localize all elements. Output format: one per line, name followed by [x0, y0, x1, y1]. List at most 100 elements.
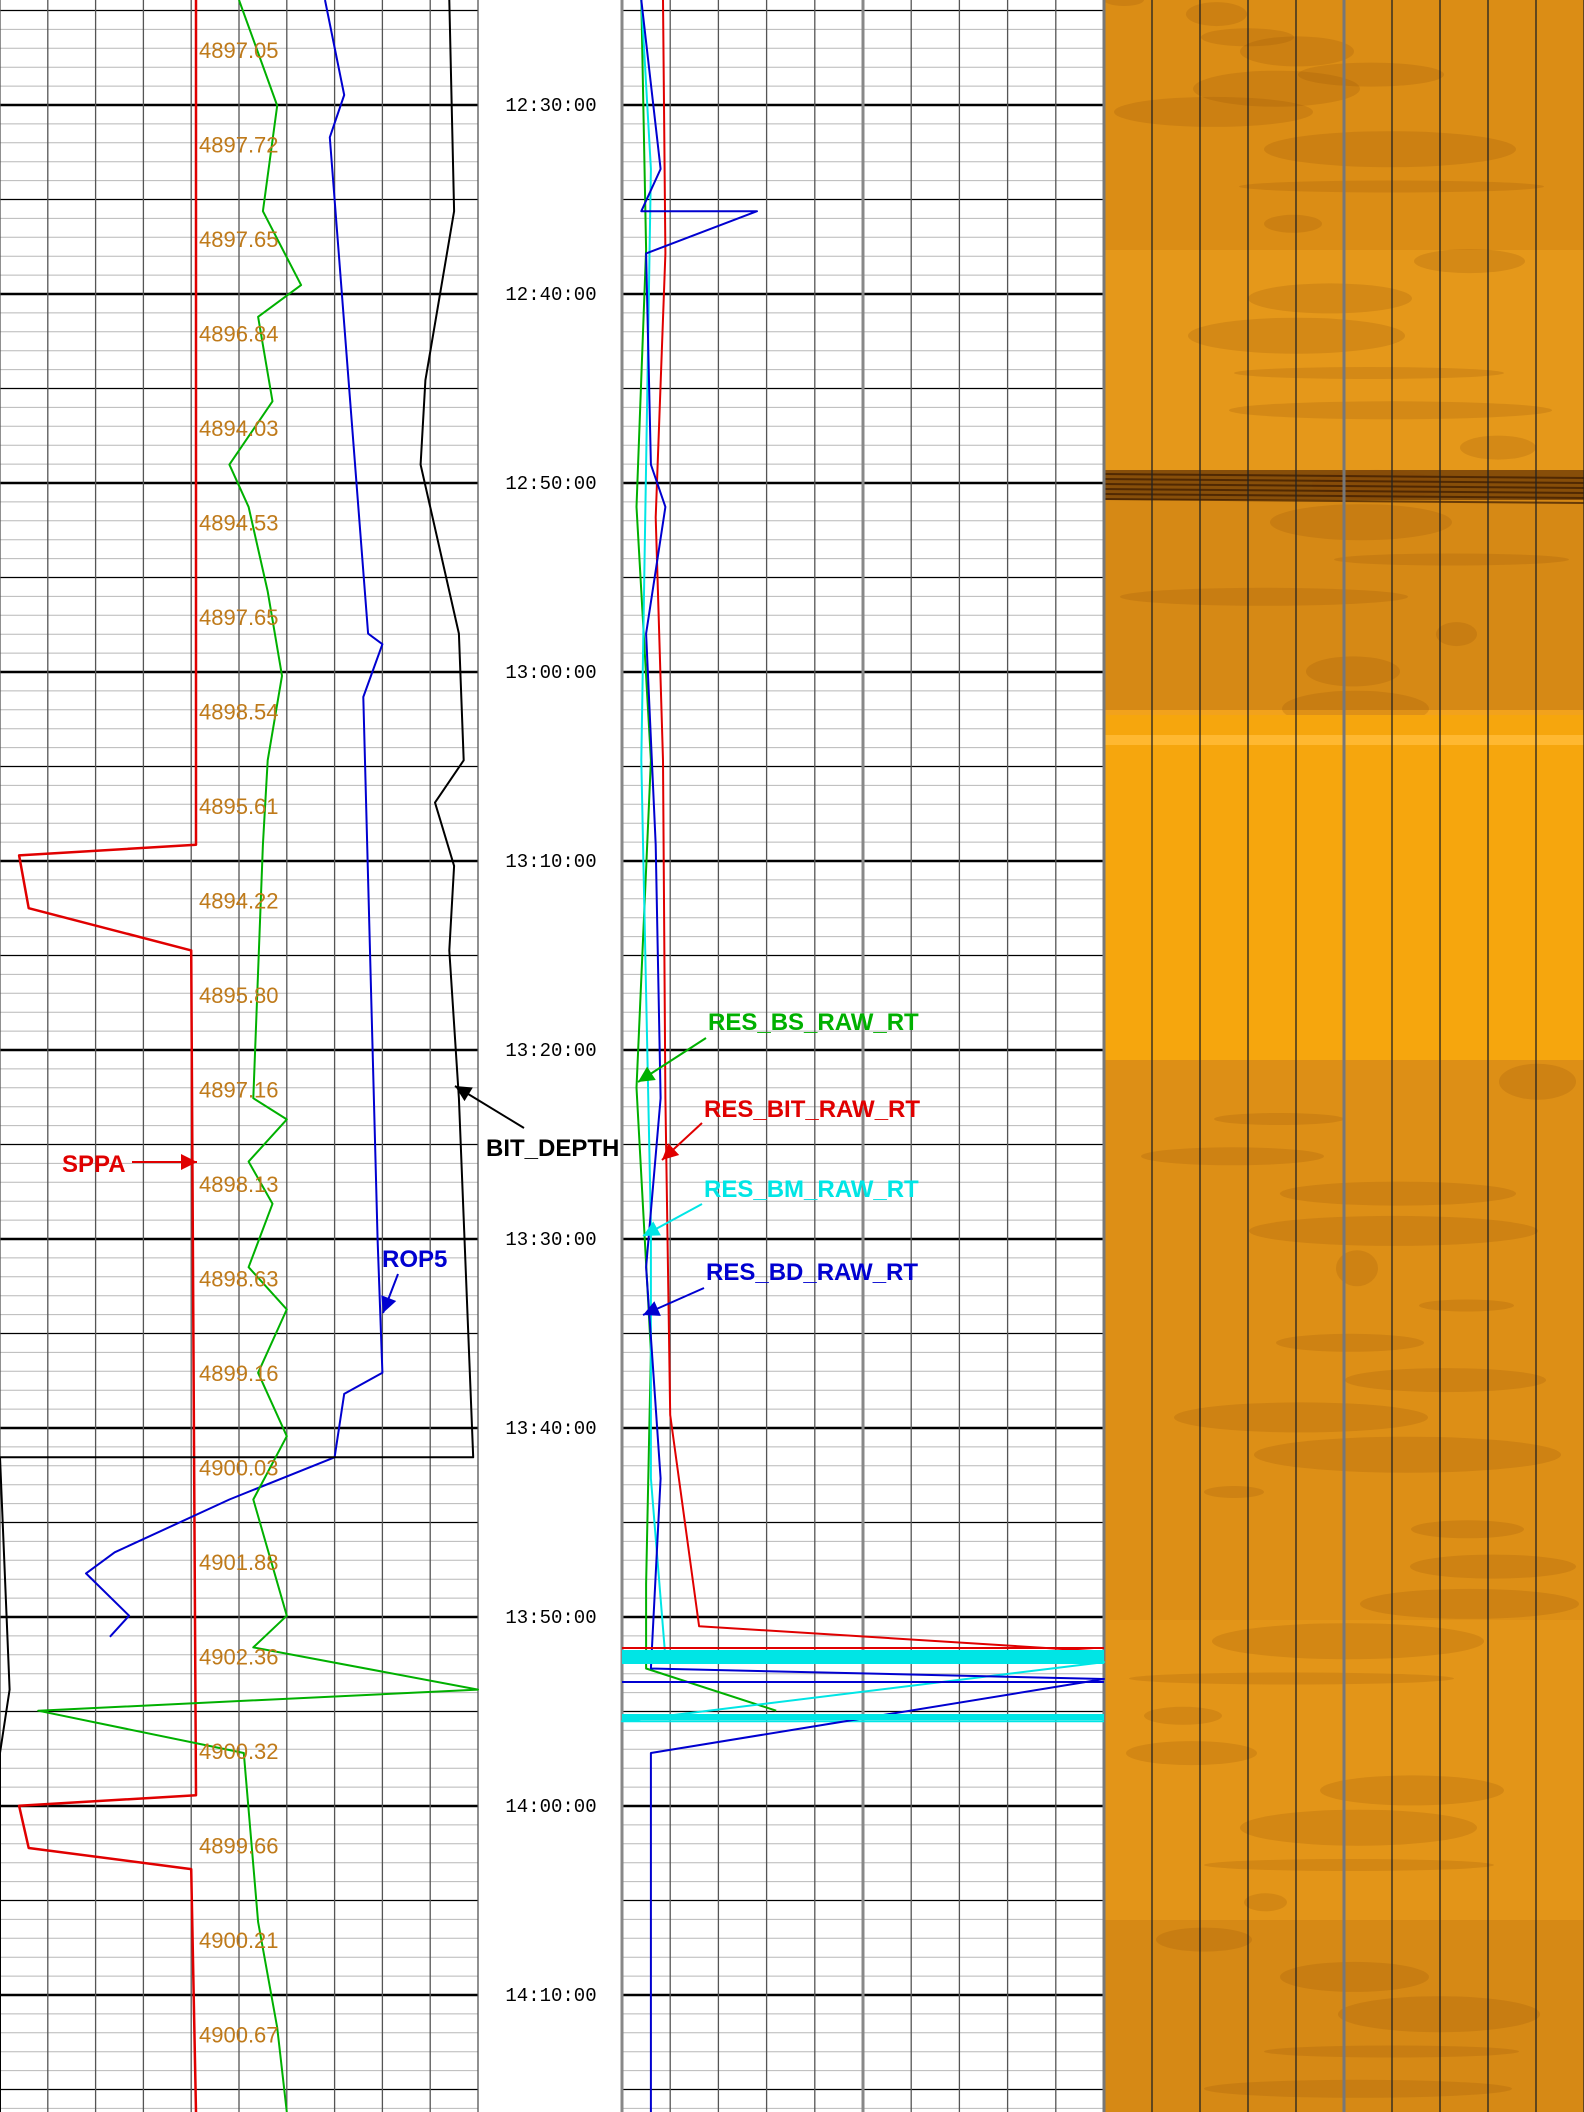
label-res-bm: RES_BM_RAW_RT — [704, 1176, 919, 1203]
image-texture — [1120, 587, 1408, 606]
image-texture — [1306, 656, 1400, 687]
curve-rop5 — [85, 0, 384, 1638]
depth-label: 4897.16 — [199, 1078, 279, 1103]
label-rop5: ROP5 — [382, 1246, 447, 1273]
arrow-head — [181, 1154, 197, 1170]
image-texture — [1204, 1859, 1494, 1871]
image-texture — [1104, 0, 1144, 6]
curve-res-bit-raw-rt — [654, 0, 1105, 1653]
image-texture — [1270, 504, 1452, 541]
image-texture — [1264, 131, 1516, 168]
res-bm-band — [622, 1714, 1104, 1720]
depth-label: 4894.03 — [199, 416, 279, 441]
depth-label: 4897.65 — [199, 227, 279, 252]
image-texture — [1240, 1809, 1477, 1846]
depth-label: 4896.84 — [199, 322, 279, 347]
res-bm-band — [622, 1650, 1104, 1664]
image-texture — [1280, 1961, 1429, 1992]
depth-label: 4901.88 — [199, 1550, 279, 1575]
arrow-head — [643, 1221, 661, 1236]
time-label: 13:50:00 — [505, 1607, 596, 1629]
image-texture — [1129, 1672, 1454, 1685]
image-texture — [1214, 1113, 1344, 1125]
image-texture — [1419, 1299, 1514, 1312]
label-arrows — [132, 1037, 707, 1316]
depth-label: 4894.53 — [199, 511, 279, 536]
image-texture — [1410, 1554, 1576, 1579]
track-grids — [0, 0, 1105, 2112]
curve-green-trace — [37, 0, 479, 2112]
time-label: 13:30:00 — [505, 1229, 596, 1251]
time-axis: 12:30:00 12:40:00 12:50:00 13:00:00 13:10:00… — [505, 95, 596, 2007]
arrow-head — [638, 1066, 656, 1082]
image-texture — [1338, 1996, 1540, 2033]
image-texture — [1174, 1402, 1428, 1433]
image-texture — [1334, 553, 1569, 566]
time-label: 13:20:00 — [505, 1040, 596, 1062]
image-texture — [1436, 622, 1477, 647]
label-sppa: SPPA — [62, 1151, 126, 1178]
label-res-bd: RES_BD_RAW_RT — [706, 1259, 918, 1286]
image-texture — [1254, 1436, 1561, 1473]
time-label: 12:40:00 — [505, 284, 596, 306]
image-texture — [1460, 435, 1536, 460]
image-texture — [1298, 62, 1444, 87]
image-texture — [1229, 401, 1552, 420]
depth-label: 4900.32 — [199, 1739, 279, 1764]
image-texture — [1499, 1063, 1576, 1100]
arrow-head — [381, 1295, 397, 1313]
image-texture — [1204, 2079, 1512, 2098]
image-texture — [1345, 1368, 1546, 1393]
image-texture — [1126, 1741, 1257, 1766]
image-texture — [1193, 70, 1360, 107]
image-texture — [1234, 367, 1504, 379]
image-texture — [1204, 1486, 1264, 1498]
image-texture — [1264, 214, 1322, 233]
curve-labels: SPPA ROP5 BIT_DEPTH RES_BS_RAW_RT RES_BI… — [62, 1009, 920, 1286]
depth-label: 4895.80 — [199, 983, 279, 1008]
depth-label: 4894.22 — [199, 889, 279, 914]
image-track-bands — [1102, 0, 1584, 2112]
arrow-head — [643, 1301, 661, 1316]
depth-label: 4900.67 — [199, 2023, 279, 2048]
depth-label: 4900.21 — [199, 1928, 279, 1953]
image-texture — [1114, 96, 1313, 127]
depth-label: 4895.61 — [199, 794, 279, 819]
image-texture — [1240, 36, 1354, 67]
curve-res-bd-raw-rt — [640, 0, 1105, 2112]
label-res-bs: RES_BS_RAW_RT — [708, 1009, 919, 1036]
image-texture — [1320, 1775, 1504, 1806]
depth-label: 4898.54 — [199, 700, 279, 725]
image-texture — [1141, 1147, 1324, 1166]
label-res-bit: RES_BIT_RAW_RT — [704, 1096, 920, 1123]
depth-label: 4899.66 — [199, 1834, 279, 1859]
image-texture — [1360, 1588, 1579, 1619]
depth-annotations: 4897.05 4897.72 4897.65 4896.84 4894.03 4894.… — [199, 38, 279, 2048]
depth-label: 4898.63 — [199, 1267, 279, 1292]
curve-bit-depth — [0, 0, 475, 2112]
image-texture — [1156, 1927, 1252, 1952]
curve-sppa — [17, 0, 198, 2112]
depth-label: 4899.16 — [199, 1361, 279, 1386]
image-texture — [1244, 1893, 1287, 1912]
time-label: 13:10:00 — [505, 851, 596, 873]
image-texture — [1186, 2, 1247, 27]
image-texture — [1144, 1706, 1222, 1725]
image-texture — [1280, 1181, 1516, 1206]
depth-label: 4900.03 — [199, 1456, 279, 1481]
depth-label: 4897.72 — [199, 133, 279, 158]
time-label: 14:10:00 — [505, 1985, 596, 2007]
arrow-head — [455, 1086, 473, 1102]
depth-label: 4897.05 — [199, 38, 279, 63]
time-label: 13:40:00 — [505, 1418, 596, 1440]
image-texture — [1414, 249, 1525, 274]
image-texture — [1248, 283, 1412, 314]
arrow-head — [662, 1143, 680, 1160]
image-texture — [1212, 1623, 1484, 1660]
log-curves — [0, 0, 1105, 2112]
image-texture — [1276, 1333, 1424, 1352]
label-bit-depth: BIT_DEPTH — [486, 1135, 619, 1162]
image-texture — [1336, 1250, 1378, 1287]
curve-res-bs-raw-rt — [635, 0, 777, 1712]
